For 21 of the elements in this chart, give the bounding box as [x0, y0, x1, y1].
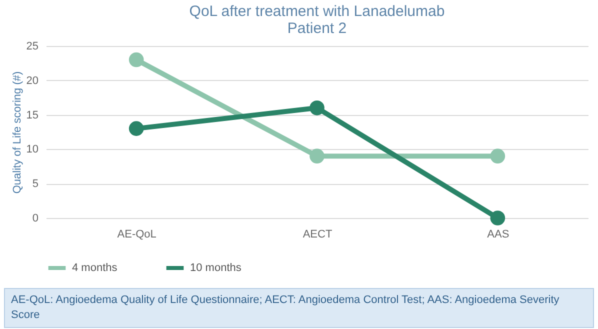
x-tick-label: AECT	[302, 228, 332, 240]
y-tick-label: 10	[26, 144, 38, 156]
point	[310, 100, 324, 116]
point	[128, 52, 144, 68]
point	[128, 121, 144, 136]
point	[310, 148, 324, 164]
y-tick-label: 0	[32, 212, 38, 224]
chart-title: QoL after treatment with Lanadelumab	[189, 3, 445, 20]
y-tick-label: 20	[26, 74, 38, 87]
y-tick-label: 25	[26, 40, 38, 52]
y-tick-label: 5	[32, 178, 38, 190]
x-tick-label: AE-QoL	[117, 228, 156, 240]
chart-subtitle: Patient 2	[287, 20, 347, 37]
point	[490, 148, 506, 164]
y-axis-title: Quality of Life scoring (#)	[11, 71, 24, 194]
x-tick-label: AAS	[487, 228, 510, 240]
y-tick-label: 15	[26, 109, 38, 122]
text: AE-QoL: Angioedema Quality of Life Questionnaire; AECT: Angioedema Control Test; AAS: Angioedema Severity Score	[4, 288, 594, 328]
legend-label: 4 months	[72, 262, 118, 274]
legend-label: 10 months	[190, 262, 242, 274]
point	[490, 210, 506, 226]
